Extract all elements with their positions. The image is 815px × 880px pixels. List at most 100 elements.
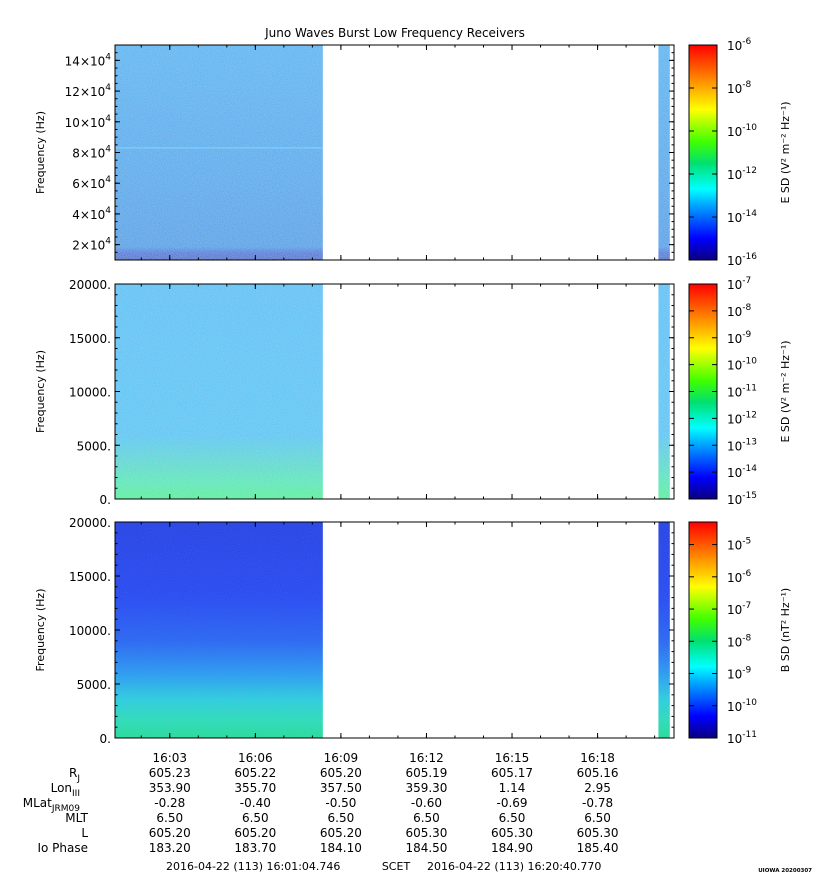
y-tick-label: 15000. — [69, 332, 111, 346]
y-tick-label: 5000. — [77, 439, 111, 453]
ephem-value: 1.14 — [499, 781, 526, 795]
spectrogram-segment — [658, 522, 670, 738]
y-axis-label: Frequency (Hz) — [34, 111, 47, 194]
colorbar-tick-label: 10-9 — [727, 330, 752, 346]
ephem-value: -0.50 — [325, 796, 356, 810]
x-tick-label: 16:06 — [238, 751, 273, 765]
y-tick-label: 8×104 — [72, 145, 111, 161]
ephem-value: 605.30 — [577, 826, 619, 840]
ephem-row-label: Io Phase — [37, 841, 88, 855]
y-tick-label: 10000. — [69, 624, 111, 638]
panels: 14×104 12×104 10×104 8×104 6×104 4×104 2×104 Fr… — [34, 37, 792, 746]
spectrogram-segment — [115, 284, 323, 499]
ephem-value: 353.90 — [149, 781, 191, 795]
colorbar-tick-label: 10-7 — [727, 601, 751, 617]
colorbar-label: E SD (V² m⁻² Hz⁻¹) — [779, 340, 792, 442]
ephem-value: 355.70 — [234, 781, 276, 795]
x-tick-label: 16:18 — [580, 751, 615, 765]
ephem-value: -0.69 — [496, 796, 527, 810]
ephem-value: 6.50 — [156, 811, 183, 825]
colorbar-tick-label: 10-11 — [727, 384, 757, 400]
y-tick-label: 4×104 — [72, 206, 111, 222]
colorbar-tick-label: 10-13 — [727, 437, 757, 453]
colorbar-tick-label: 10-9 — [727, 666, 752, 682]
ephem-value: -0.60 — [411, 796, 442, 810]
ephem-value: 6.50 — [584, 811, 611, 825]
ephem-row-label: MLT — [65, 811, 88, 825]
time-start-label: 2016-04-22 (113) 16:01:04.746 — [166, 860, 340, 873]
ephem-value: 359.30 — [405, 781, 447, 795]
colorbar-tick-label: 10-5 — [727, 537, 751, 553]
y-tick-label: 0. — [100, 493, 111, 507]
x-tick-label: 16:12 — [409, 751, 444, 765]
ephem-value: 183.70 — [234, 841, 276, 855]
y-tick-label: 5000. — [77, 678, 111, 692]
colorbar-tick-label: 10-15 — [727, 491, 757, 507]
colorbar-tick-label: 10-16 — [727, 252, 757, 268]
colorbar-tick-label: 10-10 — [727, 698, 757, 714]
ephem-value: -0.78 — [582, 796, 613, 810]
spectrogram-segment — [115, 522, 323, 738]
y-tick-label: 10×104 — [65, 114, 112, 130]
y-tick-label: 0. — [100, 732, 111, 746]
y-axis-label: Frequency (Hz) — [34, 589, 47, 672]
x-tick-label: 16:09 — [324, 751, 359, 765]
time-frame-label: SCET — [382, 860, 411, 873]
ephem-value: 185.40 — [577, 841, 619, 855]
spectrogram-segment — [658, 45, 670, 260]
x-tick-label: 16:15 — [495, 751, 530, 765]
colorbar-tick-label: 10-11 — [727, 730, 757, 746]
ephem-value: 605.20 — [149, 826, 191, 840]
colorbar-tick-label: 10-7 — [727, 276, 751, 292]
colorbar-tick-label: 10-12 — [727, 410, 757, 426]
y-tick-label: 14×104 — [65, 52, 112, 68]
panel-2: 20000. 15000. 10000. 5000. 0. Frequency (Hz) 1… — [34, 276, 792, 507]
colorbar-label: B SD (nT² Hz⁻¹) — [779, 588, 792, 672]
colorbar-tick-label: 10-8 — [727, 303, 752, 319]
ephem-value: 605.17 — [491, 766, 533, 780]
ephem-value: 605.23 — [149, 766, 191, 780]
ephem-value: 605.20 — [234, 826, 276, 840]
y-tick-label: 2×104 — [72, 237, 111, 253]
colorbar-tick-label: 10-14 — [727, 209, 757, 225]
colorbar-tick-label: 10-14 — [727, 464, 757, 480]
ephemeris-table: RJ 605.23 605.22 605.20 605.19 605.17 605.16 Lo… — [23, 766, 619, 855]
ephem-value: 605.20 — [320, 826, 362, 840]
ephem-value: 184.90 — [491, 841, 533, 855]
ephem-value: 605.16 — [577, 766, 619, 780]
colorbar-tick-label: 10-12 — [727, 166, 757, 182]
ephem-value: 184.50 — [405, 841, 447, 855]
ephem-row-label: RJ — [69, 766, 80, 784]
ephem-value: 605.19 — [405, 766, 447, 780]
y-tick-label: 20000. — [69, 278, 111, 292]
colorbar-tick-label: 10-8 — [727, 633, 752, 649]
colorbar-tick-label: 10-6 — [727, 569, 752, 585]
ephem-value: 605.30 — [491, 826, 533, 840]
credit-stamp: UIOWA 20200307 — [758, 868, 812, 874]
ephem-value: 605.22 — [234, 766, 276, 780]
colorbar — [688, 44, 718, 261]
y-tick-label: 10000. — [69, 386, 111, 400]
spectrogram-segment — [115, 45, 323, 260]
time-end-label: 2016-04-22 (113) 16:20:40.770 — [427, 860, 601, 873]
ephem-value: -0.40 — [240, 796, 271, 810]
colorbar-tick-label: 10-10 — [727, 123, 757, 139]
y-tick-label: 15000. — [69, 570, 111, 584]
ephem-row-label: L — [81, 826, 88, 840]
ephem-value: 357.50 — [320, 781, 362, 795]
ephem-value: 6.50 — [242, 811, 269, 825]
ephem-value: 183.20 — [149, 841, 191, 855]
ephem-value: -0.28 — [154, 796, 185, 810]
colorbar-tick-label: 10-6 — [727, 37, 752, 53]
ephem-value: 605.30 — [405, 826, 447, 840]
panel-1: 14×104 12×104 10×104 8×104 6×104 4×104 2×104 Fr… — [34, 37, 792, 268]
ephem-value: 6.50 — [499, 811, 526, 825]
colorbar-tick-label: 10-10 — [727, 357, 757, 373]
ephem-value: 2.95 — [584, 781, 611, 795]
panel-3: 20000. 15000. 10000. 5000. 0. Frequency (Hz) 1… — [34, 516, 792, 746]
x-axis: 16:03 16:06 16:09 16:12 16:15 16:18 — [152, 751, 614, 765]
colorbar — [688, 521, 718, 739]
colorbar-label: E SD (V² m⁻² Hz⁻¹) — [779, 101, 792, 203]
chart-title: Juno Waves Burst Low Frequency Receivers — [264, 26, 525, 40]
